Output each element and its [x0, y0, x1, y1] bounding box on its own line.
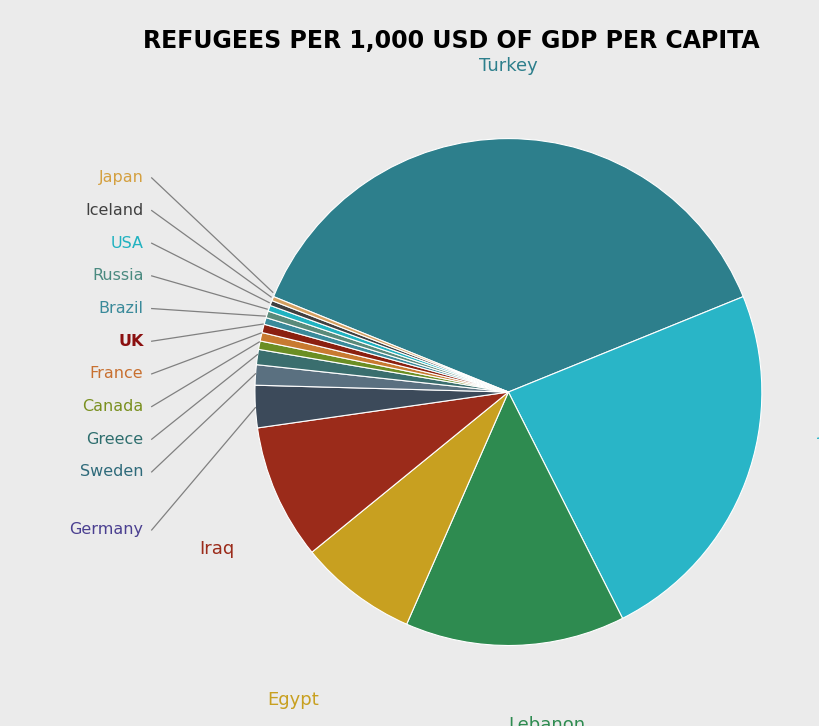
- Text: REFUGEES PER 1,000 USD OF GDP PER CAPITA: REFUGEES PER 1,000 USD OF GDP PER CAPITA: [143, 29, 758, 53]
- Text: Canada: Canada: [82, 399, 143, 414]
- Wedge shape: [268, 306, 508, 392]
- Wedge shape: [255, 386, 508, 428]
- Text: Germany: Germany: [70, 523, 143, 537]
- Wedge shape: [260, 333, 508, 392]
- Wedge shape: [406, 392, 622, 645]
- Wedge shape: [262, 325, 508, 392]
- Wedge shape: [272, 297, 508, 392]
- Wedge shape: [258, 341, 508, 392]
- Text: Sweden: Sweden: [80, 465, 143, 479]
- Text: UK: UK: [118, 334, 143, 348]
- Wedge shape: [257, 392, 508, 552]
- Text: USA: USA: [111, 236, 143, 250]
- Text: Lebanon: Lebanon: [507, 717, 584, 726]
- Text: Greece: Greece: [86, 432, 143, 446]
- Text: Jordan: Jordan: [817, 421, 819, 439]
- Wedge shape: [311, 392, 508, 624]
- Wedge shape: [255, 364, 508, 392]
- Text: Egypt: Egypt: [267, 691, 319, 709]
- Text: Russia: Russia: [92, 269, 143, 283]
- Text: France: France: [90, 367, 143, 381]
- Wedge shape: [508, 297, 761, 619]
- Wedge shape: [256, 349, 508, 392]
- Text: Brazil: Brazil: [98, 301, 143, 316]
- Wedge shape: [264, 318, 508, 392]
- Wedge shape: [266, 311, 508, 392]
- Text: Iceland: Iceland: [85, 203, 143, 218]
- Text: Japan: Japan: [98, 171, 143, 185]
- Text: Iraq: Iraq: [199, 540, 234, 558]
- Text: Turkey: Turkey: [478, 57, 537, 76]
- Wedge shape: [270, 301, 508, 392]
- Wedge shape: [274, 139, 742, 392]
